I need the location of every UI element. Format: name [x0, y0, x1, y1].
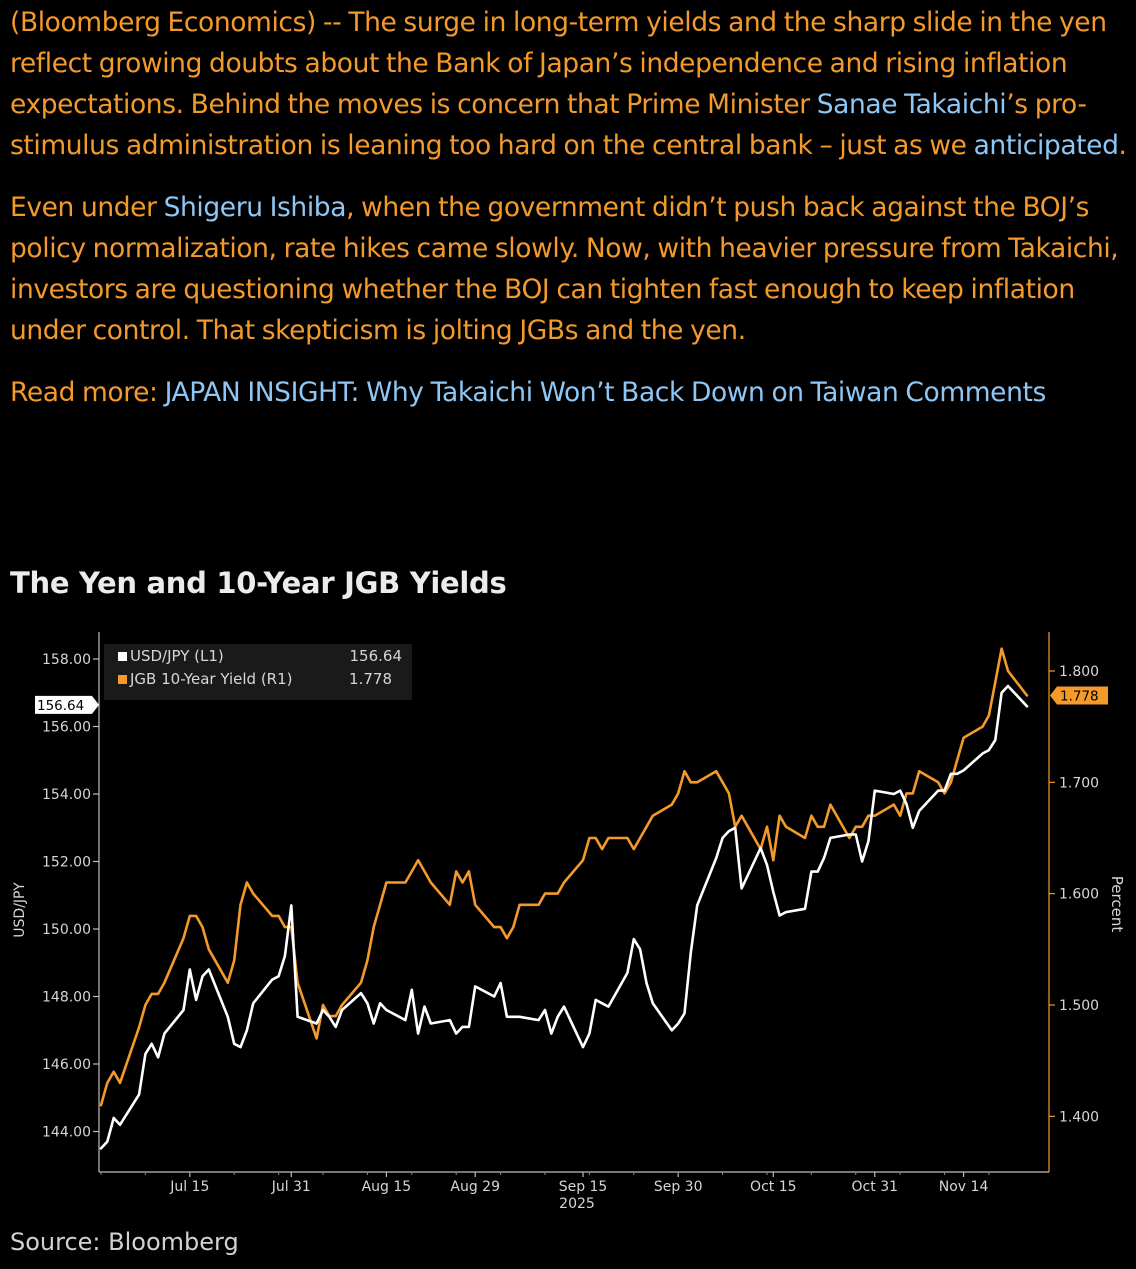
legend-label: JGB 10-Year Yield (R1) [129, 670, 293, 688]
link-shigeru-ishiba[interactable]: Shigeru Ishiba [163, 192, 347, 223]
x-tick-label: Sep 15 [559, 1179, 608, 1195]
x-axis-ticks: Jul 15 Jul 31 Aug 15 Aug 29 Sep 15 Sep 30 Oct … [100, 1172, 990, 1195]
left-tick-label: 154.00 [42, 787, 91, 803]
legend-value: 1.778 [349, 670, 392, 688]
right-last-value-tag-shape [1050, 686, 1108, 705]
right-tick-label: 1.700 [1059, 775, 1099, 791]
x-tick-label: Sep 30 [654, 1179, 703, 1195]
paragraph-text: (Bloomberg Economics) -- The surge in lo… [10, 7, 1107, 120]
legend-value: 156.64 [350, 647, 403, 665]
year-label: 2025 [559, 1196, 595, 1212]
right-tick-label: 1.500 [1059, 998, 1099, 1014]
paragraph-text: Even under [10, 192, 164, 223]
chart-title: The Yen and 10-Year JGB Yields [10, 566, 507, 600]
article-paragraph-3: Read more: JAPAN INSIGHT: Why Takaichi W… [10, 372, 1130, 413]
article-paragraph-1: (Bloomberg Economics) -- The surge in lo… [10, 2, 1130, 166]
right-tick-label: 1.400 [1059, 1109, 1099, 1125]
left-tick-label: 150.00 [42, 922, 91, 938]
paragraph-text: ’s pro-stimulus administration is leanin… [10, 89, 1087, 161]
x-tick-label: Oct 15 [750, 1179, 796, 1195]
left-tick-label: 158.00 [42, 652, 91, 668]
right-last-value-tag: 1.778 [1060, 688, 1099, 704]
left-axis-ticks: 158.00 156.00 154.00 152.00 150.00 148.00 146.… [42, 652, 99, 1141]
right-tick-label: 1.800 [1059, 664, 1099, 680]
paragraph-text: . [1118, 130, 1127, 161]
article-paragraph-2: Even under Shigeru Ishiba, when the gove… [10, 187, 1130, 351]
last-value-tags: 156.64 1.778 [35, 686, 1108, 714]
link-japan-insight[interactable]: JAPAN INSIGHT: Why Takaichi Won’t Back D… [164, 377, 1047, 408]
x-tick-label: Oct 31 [852, 1179, 898, 1195]
left-tick-label: 144.00 [42, 1125, 91, 1141]
right-axis-ticks: 1.800 1.700 1.600 1.500 1.400 [1049, 664, 1099, 1125]
source-note: Source: Bloomberg [10, 1228, 239, 1256]
paragraph-text: , when the government didn’t push back a… [10, 192, 1119, 346]
left-last-value-tag: 156.64 [37, 698, 84, 714]
yen-jgb-chart: 158.00 156.00 154.00 152.00 150.00 148.00 146.… [12, 632, 1126, 1212]
x-tick-label: Aug 29 [450, 1179, 500, 1195]
legend-label: USD/JPY (L1) [130, 647, 224, 665]
x-tick-label: Nov 14 [939, 1179, 989, 1195]
x-tick-label: Aug 15 [362, 1179, 412, 1195]
legend-swatch-jgb [118, 675, 127, 684]
left-tick-label: 146.00 [42, 1057, 91, 1073]
left-tick-label: 148.00 [42, 990, 91, 1006]
right-tick-label: 1.600 [1059, 887, 1099, 903]
left-axis-label: USD/JPY [12, 882, 28, 938]
usdjpy-series-line [99, 684, 1029, 1150]
series-lines [99, 647, 1029, 1150]
x-tick-label: Jul 15 [169, 1179, 209, 1195]
jgb-yield-series-line [99, 647, 1029, 1107]
article-body: (Bloomberg Economics) -- The surge in lo… [10, 2, 1130, 434]
chart-axes [98, 632, 1050, 1173]
right-axis-label: Percent [1108, 876, 1126, 933]
left-tick-label: 152.00 [42, 855, 91, 871]
read-more-label: Read more: [10, 377, 165, 408]
left-last-value-tag-shape [35, 695, 99, 714]
x-tick-label: Jul 31 [271, 1179, 311, 1195]
link-anticipated[interactable]: anticipated [973, 130, 1119, 161]
link-sanae-takaichi[interactable]: Sanae Takaichi [816, 89, 1007, 120]
left-tick-label: 156.00 [42, 720, 91, 736]
legend-swatch-usdjpy [118, 652, 127, 661]
legend-background [104, 644, 412, 700]
chart-legend: USD/JPY (L1) 156.64 JGB 10-Year Yield (R1)… [104, 644, 412, 700]
